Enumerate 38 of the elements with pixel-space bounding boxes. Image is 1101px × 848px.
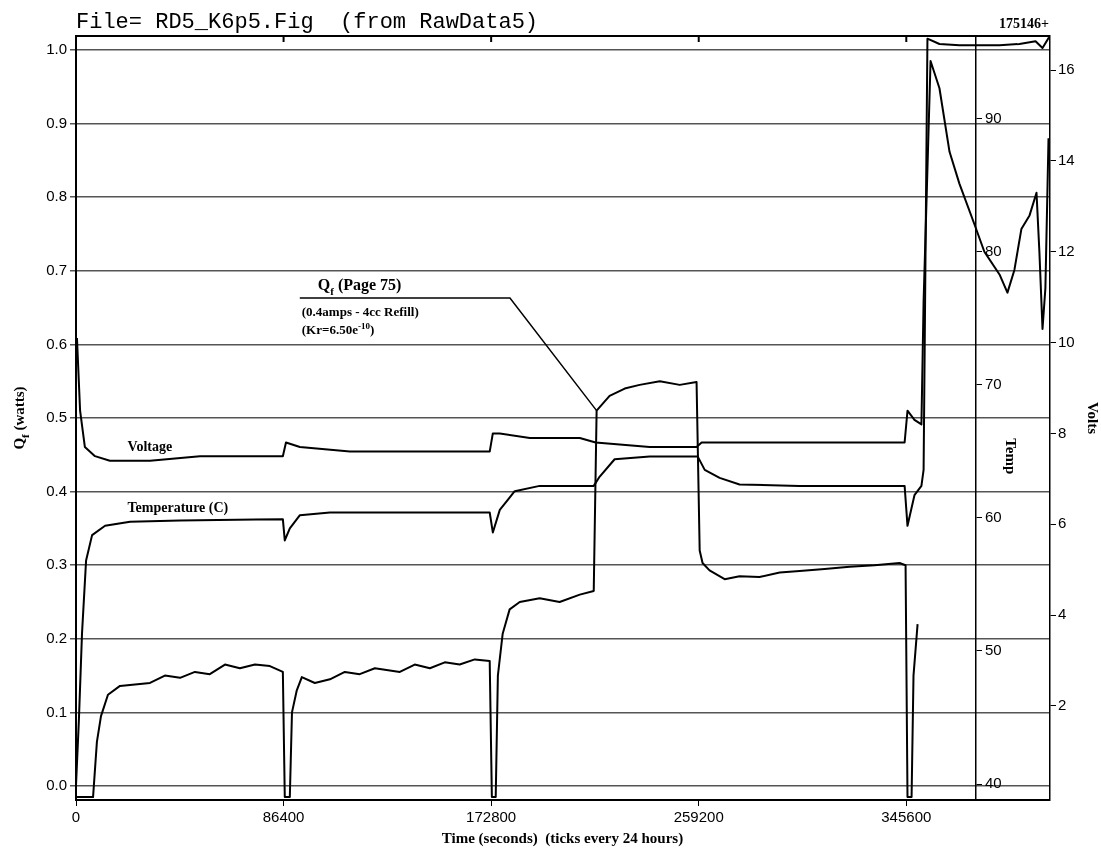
x-tick-label: 86400 (262, 808, 305, 826)
y-tick-label: 0.3 (46, 555, 67, 573)
series-label: Temperature (C) (127, 499, 229, 516)
annotation: (0.4amps - 4cc Refill) (301, 304, 419, 320)
y2-tick-label: 60 (985, 507, 1002, 525)
y3-tick-label: 6 (1058, 514, 1067, 532)
y2-tick-label: 50 (985, 641, 1002, 659)
y3-axis-title: Volts (1085, 402, 1101, 435)
y2-tick-label: 80 (985, 241, 1002, 259)
y-tick-label: 0.9 (46, 113, 67, 131)
y-axis-title: Qf (watts) (11, 386, 31, 450)
y3-tick-label: 8 (1058, 423, 1067, 441)
x-tick-label: 0 (71, 808, 81, 826)
y3-tick-label: 10 (1058, 332, 1075, 350)
series-label: Voltage (127, 438, 173, 454)
y-tick-label: 0.7 (46, 260, 67, 278)
y2-tick-label: 70 (985, 374, 1002, 392)
y3-tick-label: 12 (1058, 241, 1075, 259)
y-tick-label: 0.0 (46, 776, 67, 794)
x-tick-label: 259200 (673, 808, 724, 826)
y2-axis-title: Temp (1003, 438, 1020, 475)
y3-tick-label: 14 (1058, 151, 1075, 169)
x-axis-title: Time (seconds) (ticks every 24 hours) (441, 829, 684, 847)
y-tick-label: 0.5 (46, 408, 67, 426)
y3-tick-label: 4 (1058, 605, 1067, 623)
y-tick-label: 1.0 (46, 40, 67, 58)
y-tick-label: 0.8 (46, 187, 67, 205)
x-tick-label: 172800 (466, 808, 517, 826)
y-tick-label: 0.4 (46, 481, 67, 499)
chart-title: File= RD5_K6p5.Fig (from RawData5) (76, 10, 539, 35)
y3-tick-label: 2 (1058, 696, 1067, 714)
x-tick-label: 345600 (881, 808, 932, 826)
y-tick-label: 0.1 (46, 702, 67, 720)
y3-tick-label: 16 (1058, 60, 1075, 78)
y-tick-label: 0.2 (46, 628, 67, 646)
text: 175146+ (999, 16, 1050, 31)
y2-tick-label: 90 (985, 108, 1002, 126)
y-tick-label: 0.6 (46, 334, 67, 352)
